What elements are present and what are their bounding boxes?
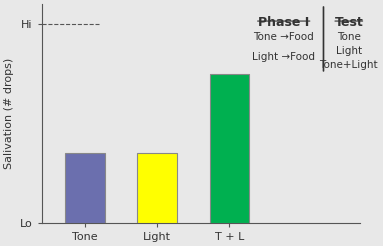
Bar <box>65 153 105 223</box>
Text: Test: Test <box>334 16 363 29</box>
Bar <box>137 153 177 223</box>
Text: Light: Light <box>336 46 362 56</box>
Text: Phase I: Phase I <box>258 16 309 29</box>
Text: Tone+Light: Tone+Light <box>319 60 378 70</box>
Text: Tone →Food: Tone →Food <box>253 32 314 42</box>
Text: Light →Food: Light →Food <box>252 52 315 62</box>
Y-axis label: Salivation (# drops): Salivation (# drops) <box>4 58 14 169</box>
Text: Tone: Tone <box>337 32 361 42</box>
Bar <box>210 74 249 223</box>
